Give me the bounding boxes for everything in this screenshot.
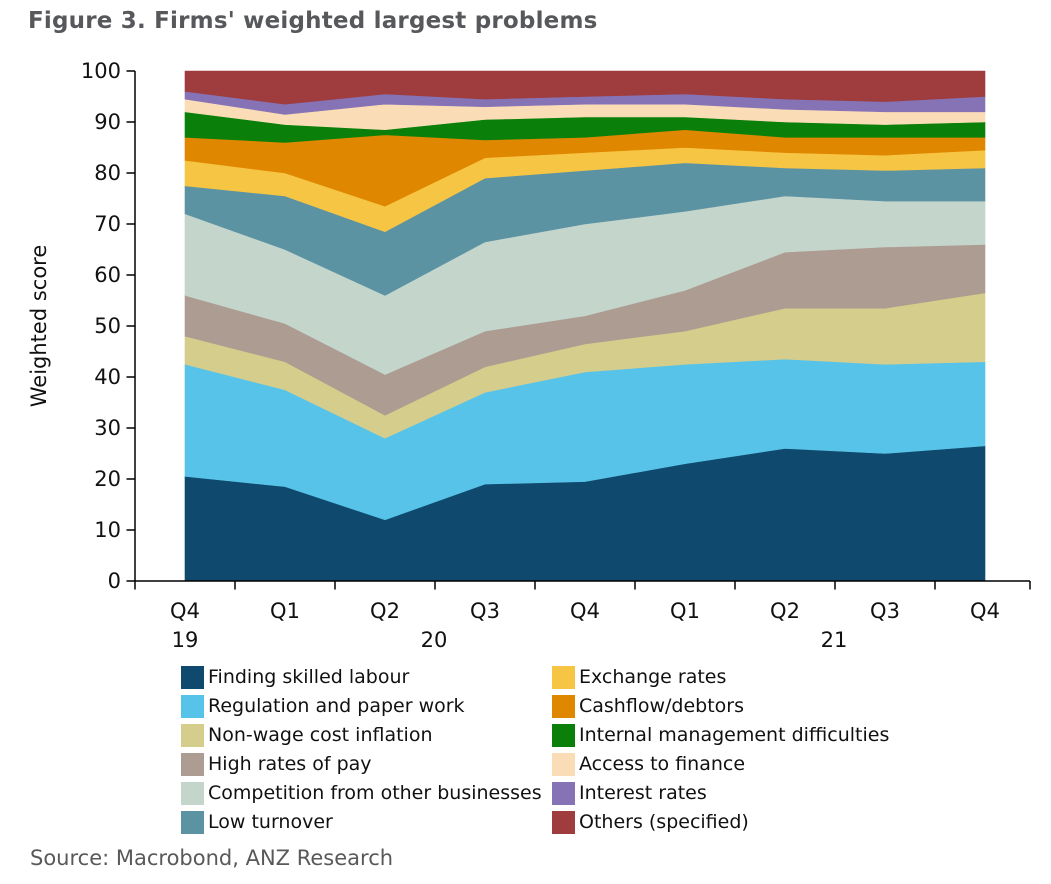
legend-label: High rates of pay [208, 753, 372, 775]
legend-item-exchange-rates: Exchange rates [552, 663, 889, 692]
legend-label: Finding skilled labour [208, 666, 410, 688]
legend-item-interest-rates: Interest rates [552, 779, 889, 808]
legend-label: Low turnover [208, 811, 333, 833]
x-tick-label: Q4 [570, 599, 600, 623]
legend-item-low-turnover: Low turnover [181, 808, 552, 837]
legend-item-regulation-and-paper-work: Regulation and paper work [181, 692, 552, 721]
legend-swatch [552, 724, 575, 747]
legend-label: Interest rates [579, 782, 707, 804]
legend-label: Internal management difficulties [579, 724, 890, 746]
y-tick-label: 30 [94, 416, 121, 440]
source-note: Source: Macrobond, ANZ Research [30, 846, 394, 870]
legend-swatch [181, 782, 204, 805]
y-tick-label: 60 [94, 263, 121, 287]
legend-label: Non-wage cost inflation [208, 724, 433, 746]
chart-legend: Finding skilled labour Regulation and pap… [181, 663, 889, 837]
y-tick-label: 20 [94, 467, 121, 491]
legend-item-non-wage-cost-inflation: Non-wage cost inflation [181, 721, 552, 750]
x-year-label: 21 [821, 628, 848, 652]
area-others-specified [184, 70, 986, 105]
legend-label: Competition from other businesses [208, 782, 542, 804]
legend-label: Access to finance [579, 753, 746, 775]
x-tick-label: Q4 [970, 599, 1000, 623]
y-tick-label: 0 [108, 569, 121, 593]
x-tick-label: Q2 [370, 599, 400, 623]
figure-title: Figure 3. Firms' weighted largest proble… [28, 8, 598, 34]
legend-swatch [181, 695, 204, 718]
legend-item-others-specified: Others (specified) [552, 808, 889, 837]
legend-swatch [552, 695, 575, 718]
legend-label: Regulation and paper work [208, 695, 465, 717]
x-year-label: 19 [172, 628, 199, 652]
legend-column-left: Finding skilled labour Regulation and pap… [181, 663, 552, 837]
legend-item-finding-skilled-labour: Finding skilled labour [181, 663, 552, 692]
legend-swatch [552, 782, 575, 805]
legend-item-access-to-finance: Access to finance [552, 750, 889, 779]
y-tick-label: 100 [81, 59, 121, 83]
x-tick-label: Q3 [470, 599, 500, 623]
legend-swatch [181, 753, 204, 776]
y-tick-label: 40 [94, 365, 121, 389]
x-tick-label: Q3 [870, 599, 900, 623]
legend-swatch [552, 753, 575, 776]
legend-swatch [181, 724, 204, 747]
legend-column-right: Exchange rates Cashflow/debtors Internal m… [552, 663, 889, 837]
x-tick-label: Q1 [270, 599, 300, 623]
legend-item-competition-from-other-businesses: Competition from other businesses [181, 779, 552, 808]
x-tick-label: Q2 [770, 599, 800, 623]
legend-swatch [181, 666, 204, 689]
legend-swatch [552, 666, 575, 689]
x-tick-label: Q1 [670, 599, 700, 623]
y-tick-label: 10 [94, 518, 121, 542]
legend-swatch [181, 811, 204, 834]
stacked-area-chart: 0 10 20 30 40 50 60 70 80 90 100 Q4 Q1 Q2 Q3 Q4 Q1 Q2 Q3 Q4… [27, 59, 1031, 652]
x-tick-label: Q4 [170, 599, 200, 623]
y-tick-label: 70 [94, 212, 121, 236]
legend-item-high-rates-of-pay: High rates of pay [181, 750, 552, 779]
legend-label: Others (specified) [579, 811, 749, 833]
legend-label: Exchange rates [579, 666, 727, 688]
y-tick-label: 90 [94, 110, 121, 134]
legend-swatch [552, 811, 575, 834]
legend-label: Cashflow/debtors [579, 695, 744, 717]
y-tick-label: 80 [94, 161, 121, 185]
legend-item-cashflow-debtors: Cashflow/debtors [552, 692, 889, 721]
legend-item-internal-management-difficulties: Internal management difficulties [552, 721, 889, 750]
x-year-label: 20 [421, 628, 448, 652]
y-tick-label: 50 [94, 314, 121, 338]
y-axis-title: Weighted score [27, 245, 51, 408]
